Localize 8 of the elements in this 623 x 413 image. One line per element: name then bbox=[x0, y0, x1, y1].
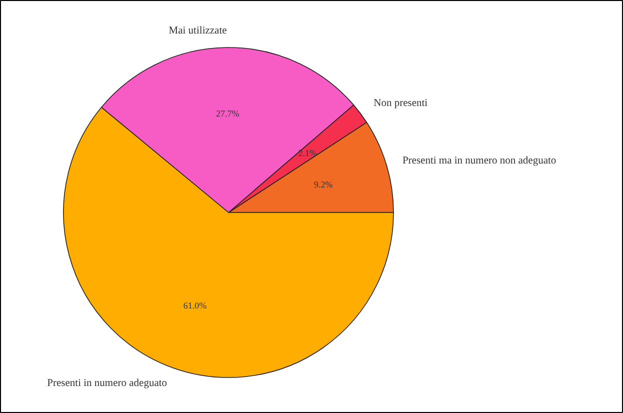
slice-label: Non presenti bbox=[374, 98, 428, 110]
data-label: 9.2% bbox=[314, 179, 334, 190]
data-label: 61.0% bbox=[183, 300, 208, 311]
data-label: 27.7% bbox=[216, 108, 240, 119]
data-label: 2.1% bbox=[298, 148, 318, 158]
slice-label: Mai utilizzate bbox=[168, 26, 228, 37]
slice-label: Presenti ma in numero non adeguato bbox=[402, 155, 556, 166]
slice-label: Presenti in numero adeguato bbox=[47, 378, 168, 389]
